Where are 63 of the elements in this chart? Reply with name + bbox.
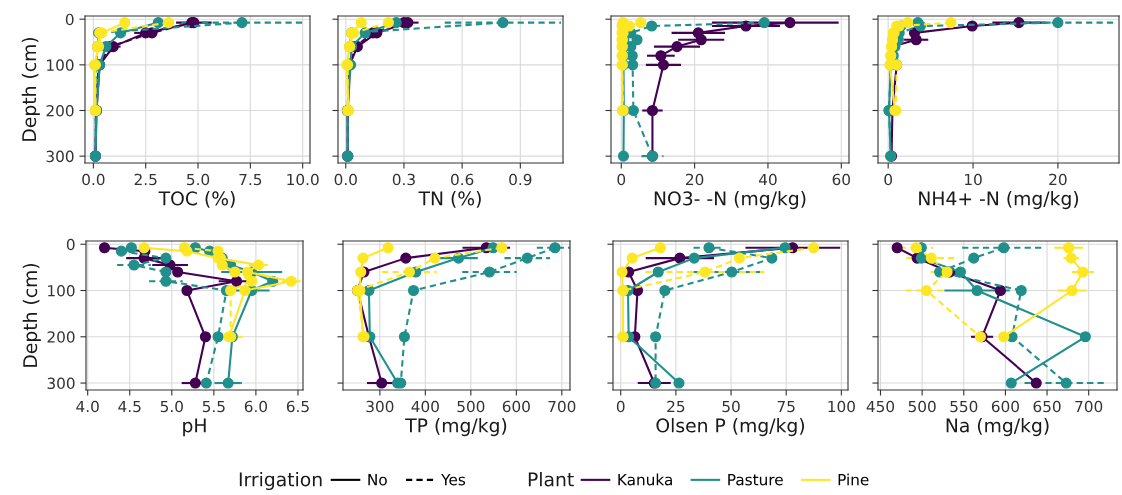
x-tick-label: 40 (758, 173, 777, 186)
x-axis-title: pH (183, 418, 206, 437)
y-tick-label: 100 (48, 284, 75, 297)
legend-label: Kanuka (618, 473, 672, 486)
x-tick-label: 5.0 (160, 400, 183, 413)
x-tick-label: 50 (722, 400, 740, 413)
x-axis-title: Olsen P (mg/kg) (656, 417, 805, 437)
x-tick-label: 7.5 (239, 173, 262, 186)
x-tick-label: 10 (965, 173, 982, 186)
x-tick-label: 2.5 (134, 173, 157, 186)
x-axis-title: TOC (%) (158, 191, 235, 208)
y-tick-label: 300 (46, 150, 74, 163)
x-axis-title: Na (mg/kg) (946, 417, 1049, 437)
x-tick-label: 20 (1049, 173, 1067, 186)
y-axis-title: Depth (cm) (22, 263, 41, 367)
x-tick-label: 550 (950, 400, 978, 413)
y-tick-label: 0 (66, 238, 75, 251)
x-axis-title: NH4+ -N (mg/kg) (919, 190, 1079, 210)
x-tick-label: 0.0 (334, 173, 357, 186)
y-tick-label: 300 (47, 377, 75, 390)
x-tick-label: 4.5 (118, 400, 141, 413)
x-tick-label: 0.0 (82, 173, 105, 186)
x-tick-label: 100 (828, 400, 855, 413)
x-tick-label: 75 (777, 400, 795, 413)
x-tick-label: 4.0 (76, 400, 99, 413)
x-axis-title: TN (%) (418, 191, 481, 208)
x-tick-label: 700 (548, 400, 576, 413)
x-tick-label: 0.3 (392, 173, 415, 186)
x-tick-label: 60 (832, 173, 850, 186)
x-axis-title: TP (mg/kg) (405, 417, 507, 437)
legend-label: Pine (838, 473, 869, 486)
x-tick-label: 0.9 (509, 173, 532, 186)
y-axis-title: Depth (cm) (21, 37, 40, 141)
y-tick-label: 200 (47, 331, 75, 343)
x-tick-label: 500 (457, 400, 485, 413)
legend-label: Pasture (728, 474, 783, 486)
legend-label: Yes (441, 474, 466, 486)
x-tick-label: 600 (502, 400, 530, 413)
x-tick-label: 6.0 (244, 400, 268, 413)
x-tick-label: 5.5 (202, 400, 225, 413)
x-tick-label: 650 (1033, 400, 1061, 413)
x-tick-label: 300 (366, 400, 394, 413)
x-tick-label: 0 (616, 400, 625, 413)
legend-title: Plant (528, 471, 574, 487)
x-tick-label: 400 (411, 400, 439, 413)
x-tick-label: 5.0 (187, 173, 210, 186)
x-tick-label: 10.0 (287, 173, 319, 186)
x-tick-label: 20 (686, 173, 704, 186)
x-tick-label: 6.5 (286, 400, 309, 413)
x-tick-label: 0 (884, 173, 893, 186)
x-tick-label: 0 (617, 173, 626, 186)
y-tick-label: 200 (46, 104, 74, 117)
x-tick-label: 450 (866, 400, 895, 413)
y-tick-label: 0 (65, 13, 74, 26)
x-tick-label: 0.6 (451, 173, 474, 186)
y-tick-label: 100 (47, 59, 74, 71)
x-axis-title: NO3- -N (mg/kg) (654, 190, 806, 210)
x-tick-label: 25 (667, 400, 685, 413)
legend-title: Irrigation (239, 471, 322, 491)
x-tick-label: 700 (1075, 400, 1103, 413)
x-tick-label: 500 (908, 400, 936, 413)
legend-label: No (368, 474, 387, 486)
x-tick-label: 600 (991, 400, 1019, 413)
